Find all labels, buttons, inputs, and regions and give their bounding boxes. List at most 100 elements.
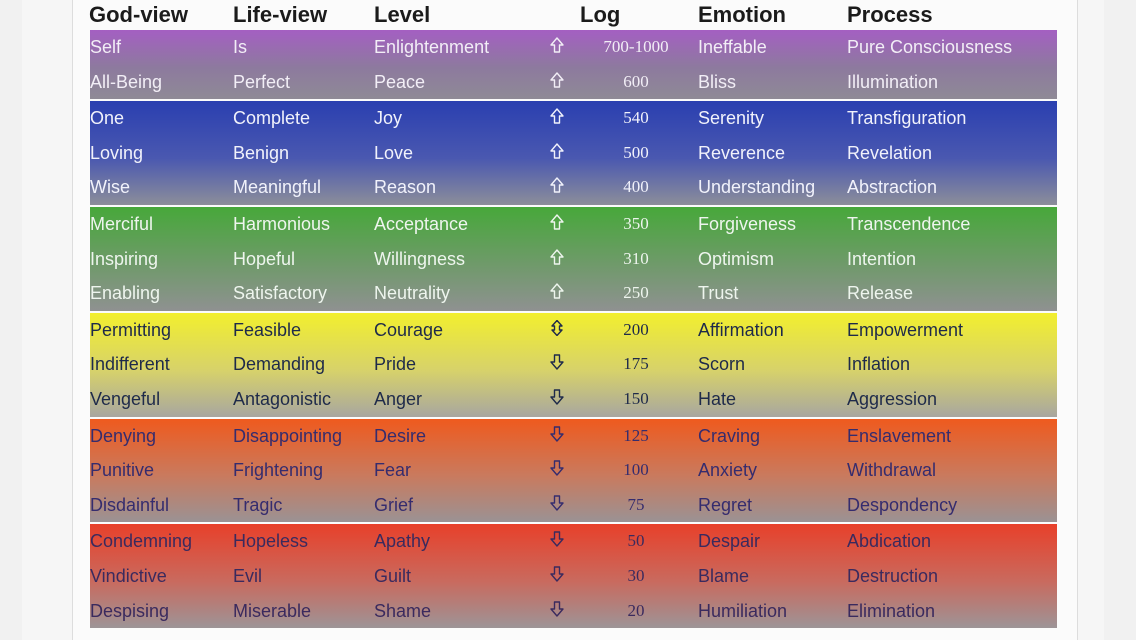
level-row: Merciful Harmonious Acceptance 350 Forgivene… bbox=[90, 207, 1057, 241]
level-cell: Courage bbox=[374, 319, 444, 340]
god-view-cell: Despising bbox=[90, 600, 170, 621]
god-view-cell: Enabling bbox=[90, 283, 161, 304]
process-cell: Despondency bbox=[847, 494, 958, 515]
emotion-cell: Serenity bbox=[698, 108, 765, 129]
header-life-view: Life-view bbox=[233, 2, 328, 27]
process-cell: Transfiguration bbox=[847, 108, 967, 129]
column-header-row: God-view Life-view Level Log Emotion Pro… bbox=[73, 0, 1077, 30]
process-cell: Intention bbox=[847, 248, 917, 269]
god-view-cell: Inspiring bbox=[90, 248, 159, 269]
band-orange: Denying Disappointing Desire 125 Craving Ensl… bbox=[90, 418, 1057, 523]
up-arrow-icon bbox=[550, 101, 570, 135]
god-view-cell: Merciful bbox=[90, 214, 154, 234]
level-cell: Willingness bbox=[374, 248, 466, 269]
log-value: 310 bbox=[623, 248, 649, 268]
log-value: 175 bbox=[623, 354, 649, 374]
emotion-cell: Blame bbox=[698, 565, 750, 586]
level-cell: Grief bbox=[374, 494, 414, 515]
level-cell: Acceptance bbox=[374, 214, 469, 234]
down-arrow-icon bbox=[550, 382, 570, 416]
life-view-cell: Tragic bbox=[233, 494, 283, 515]
level-row: Vengeful Antagonistic Anger 150 Hate Aggressi… bbox=[90, 382, 1057, 416]
level-row: Loving Benign Love 500 Reverence Revelation bbox=[90, 136, 1057, 170]
emotion-cell: Optimism bbox=[698, 248, 774, 269]
level-row: Indifferent Demanding Pride 175 Scorn Inflati… bbox=[90, 347, 1057, 381]
life-view-cell: Hopeless bbox=[233, 531, 309, 552]
log-value: 500 bbox=[623, 142, 649, 162]
band-red: Condemning Hopeless Apathy 50 Despair Abdicat… bbox=[90, 524, 1057, 629]
level-row: Condemning Hopeless Apathy 50 Despair Abdicat… bbox=[90, 524, 1057, 558]
life-view-cell: Evil bbox=[233, 565, 263, 586]
level-row: Self Is Enlightenment 700-1000 Ineffable Pure… bbox=[90, 30, 1057, 64]
up-arrow-icon bbox=[550, 65, 570, 99]
document-page: God-view Life-view Level Log Emotion Pro… bbox=[22, 0, 1104, 640]
god-view-cell: Self bbox=[90, 37, 122, 57]
log-value: 200 bbox=[623, 319, 649, 339]
log-value: 20 bbox=[627, 600, 645, 620]
band-green: Merciful Harmonious Acceptance 350 Forgivene… bbox=[90, 207, 1057, 311]
emotion-cell: Reverence bbox=[698, 142, 786, 163]
emotion-cell: Regret bbox=[698, 494, 753, 515]
emotion-cell: Hate bbox=[698, 388, 737, 409]
down-arrow-icon bbox=[550, 453, 570, 487]
header-process: Process bbox=[847, 2, 933, 27]
process-cell: Inflation bbox=[847, 354, 911, 375]
up-down-arrow-icon bbox=[550, 313, 570, 347]
level-cell: Apathy bbox=[374, 531, 431, 552]
god-view-cell: Punitive bbox=[90, 460, 155, 481]
header-log: Log bbox=[580, 2, 621, 27]
life-view-cell: Antagonistic bbox=[233, 388, 332, 409]
log-value: 250 bbox=[623, 283, 649, 303]
life-view-cell: Feasible bbox=[233, 319, 302, 340]
level-row: Enabling Satisfactory Neutrality 250 Trust Re… bbox=[90, 276, 1057, 310]
process-cell: Aggression bbox=[847, 388, 938, 409]
god-view-cell: Wise bbox=[90, 177, 130, 198]
god-view-cell: Permitting bbox=[90, 319, 172, 340]
header-level: Level bbox=[374, 2, 431, 27]
level-row: All-Being Perfect Peace 600 Bliss Illuminatio… bbox=[90, 65, 1057, 99]
emotion-cell: Humiliation bbox=[698, 600, 788, 621]
life-view-cell: Harmonious bbox=[233, 214, 331, 234]
process-cell: Withdrawal bbox=[847, 460, 937, 481]
header-god-view: God-view bbox=[89, 2, 189, 27]
process-cell: Destruction bbox=[847, 565, 939, 586]
life-view-cell: Meaningful bbox=[233, 177, 322, 198]
god-view-cell: Loving bbox=[90, 142, 144, 163]
level-cell: Love bbox=[374, 142, 414, 163]
up-arrow-icon bbox=[550, 136, 570, 170]
log-value: 400 bbox=[623, 177, 649, 197]
level-cell: Enlightenment bbox=[374, 37, 490, 57]
god-view-cell: Indifferent bbox=[90, 354, 170, 375]
emotion-cell: Craving bbox=[698, 425, 761, 446]
emotion-cell: Ineffable bbox=[698, 37, 767, 57]
life-view-cell: Frightening bbox=[233, 460, 324, 481]
life-view-cell: Miserable bbox=[233, 600, 312, 621]
process-cell: Transcendence bbox=[847, 214, 971, 234]
life-view-cell: Is bbox=[233, 37, 248, 57]
life-view-cell: Satisfactory bbox=[233, 283, 328, 304]
level-row: Denying Disappointing Desire 125 Craving Ensl… bbox=[90, 419, 1057, 453]
log-value: 50 bbox=[627, 531, 645, 551]
emotion-cell: Bliss bbox=[698, 71, 737, 92]
god-view-cell: One bbox=[90, 108, 125, 129]
levels-chart-card: God-view Life-view Level Log Emotion Pro… bbox=[72, 0, 1078, 640]
up-arrow-icon bbox=[550, 30, 570, 64]
process-cell: Revelation bbox=[847, 142, 933, 163]
log-value: 125 bbox=[623, 425, 649, 445]
header-emotion: Emotion bbox=[698, 2, 786, 27]
level-cell: Desire bbox=[374, 425, 427, 446]
log-value: 700-1000 bbox=[603, 37, 669, 56]
process-cell: Elimination bbox=[847, 600, 936, 621]
level-row: Despising Miserable Shame 20 Humiliation Elim… bbox=[90, 594, 1057, 628]
down-arrow-icon bbox=[550, 347, 570, 381]
god-view-cell: Condemning bbox=[90, 531, 193, 552]
god-view-cell: Disdainful bbox=[90, 494, 170, 515]
level-cell: Reason bbox=[374, 177, 437, 198]
process-cell: Pure Consciousness bbox=[847, 37, 1013, 57]
process-cell: Abstraction bbox=[847, 177, 938, 198]
level-row: Permitting Feasible Courage 200 Affirmation E… bbox=[90, 313, 1057, 347]
log-value: 600 bbox=[623, 71, 649, 91]
level-cell: Guilt bbox=[374, 565, 412, 586]
level-cell: Anger bbox=[374, 388, 423, 409]
life-view-cell: Benign bbox=[233, 142, 290, 163]
